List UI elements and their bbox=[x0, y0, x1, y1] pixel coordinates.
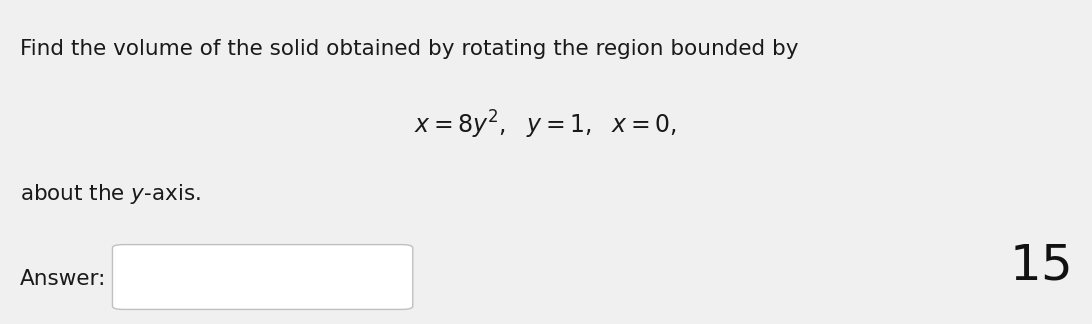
Text: $x = 8y^{2},\ \ y = 1,\ \ x = 0,$: $x = 8y^{2},\ \ y = 1,\ \ x = 0,$ bbox=[415, 109, 677, 141]
Text: about the $y$-axis.: about the $y$-axis. bbox=[20, 182, 201, 206]
Text: $\it{15}$: $\it{15}$ bbox=[1009, 241, 1070, 290]
Text: Answer:: Answer: bbox=[20, 269, 106, 289]
FancyBboxPatch shape bbox=[112, 245, 413, 309]
Text: Find the volume of the solid obtained by rotating the region bounded by: Find the volume of the solid obtained by… bbox=[20, 39, 798, 59]
